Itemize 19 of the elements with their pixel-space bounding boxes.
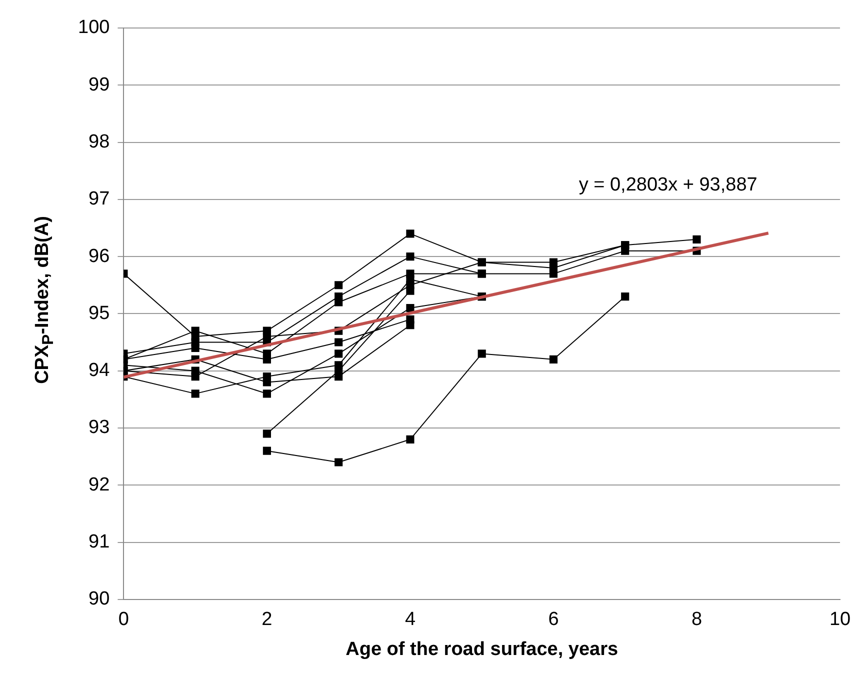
annotation: y = 0,2803x + 93,887 — [578, 174, 758, 196]
y-tick-label: 96 — [88, 246, 110, 267]
y-tick-label: 100 — [78, 17, 110, 38]
y-tick-label: 92 — [88, 474, 110, 496]
y-tick-label: 91 — [88, 531, 110, 552]
x-tick-label: 8 — [691, 609, 702, 630]
y-tick-label: 99 — [88, 74, 110, 96]
y-tick-label: 93 — [88, 417, 110, 438]
y-tick-label: 95 — [88, 302, 110, 324]
x-tick-label: 2 — [262, 609, 272, 630]
y-tick-label: 97 — [88, 188, 110, 210]
x-tick-label: 4 — [404, 609, 416, 630]
y-tick-label: 94 — [88, 360, 110, 382]
x-tick-label: 10 — [829, 609, 851, 630]
y-tick-label: 98 — [88, 132, 110, 153]
x-tick-label: 6 — [548, 609, 559, 630]
x-axis-title: Age of the road surface, years — [346, 638, 618, 660]
x-tick-label: 0 — [118, 609, 129, 630]
y-tick-label: 90 — [88, 588, 110, 610]
